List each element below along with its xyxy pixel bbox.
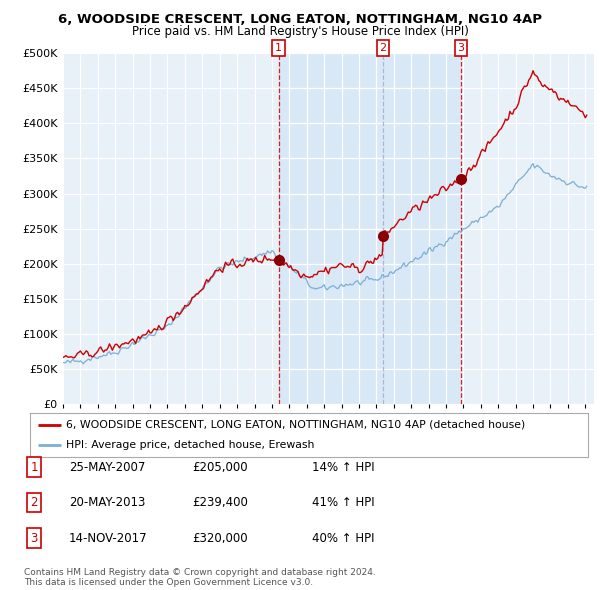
Text: 25-MAY-2007: 25-MAY-2007 [69, 461, 145, 474]
Text: Price paid vs. HM Land Registry's House Price Index (HPI): Price paid vs. HM Land Registry's House … [131, 25, 469, 38]
Text: 41% ↑ HPI: 41% ↑ HPI [312, 496, 374, 509]
Text: 1: 1 [275, 43, 282, 53]
Text: 6, WOODSIDE CRESCENT, LONG EATON, NOTTINGHAM, NG10 4AP: 6, WOODSIDE CRESCENT, LONG EATON, NOTTIN… [58, 13, 542, 26]
Text: 2: 2 [379, 43, 386, 53]
Text: Contains HM Land Registry data © Crown copyright and database right 2024.
This d: Contains HM Land Registry data © Crown c… [24, 568, 376, 587]
Text: £320,000: £320,000 [192, 532, 248, 545]
Text: HPI: Average price, detached house, Erewash: HPI: Average price, detached house, Erew… [66, 440, 314, 450]
Text: 1: 1 [31, 461, 38, 474]
Text: £239,400: £239,400 [192, 496, 248, 509]
Text: 2: 2 [31, 496, 38, 509]
Text: £205,000: £205,000 [192, 461, 248, 474]
Text: 3: 3 [458, 43, 464, 53]
Text: 14% ↑ HPI: 14% ↑ HPI [312, 461, 374, 474]
Bar [278, 53, 383, 404]
Text: 3: 3 [31, 532, 38, 545]
Text: 40% ↑ HPI: 40% ↑ HPI [312, 532, 374, 545]
Text: 14-NOV-2017: 14-NOV-2017 [69, 532, 148, 545]
Text: 20-MAY-2013: 20-MAY-2013 [69, 496, 145, 509]
Bar [383, 53, 461, 404]
Text: 6, WOODSIDE CRESCENT, LONG EATON, NOTTINGHAM, NG10 4AP (detached house): 6, WOODSIDE CRESCENT, LONG EATON, NOTTIN… [66, 420, 526, 430]
